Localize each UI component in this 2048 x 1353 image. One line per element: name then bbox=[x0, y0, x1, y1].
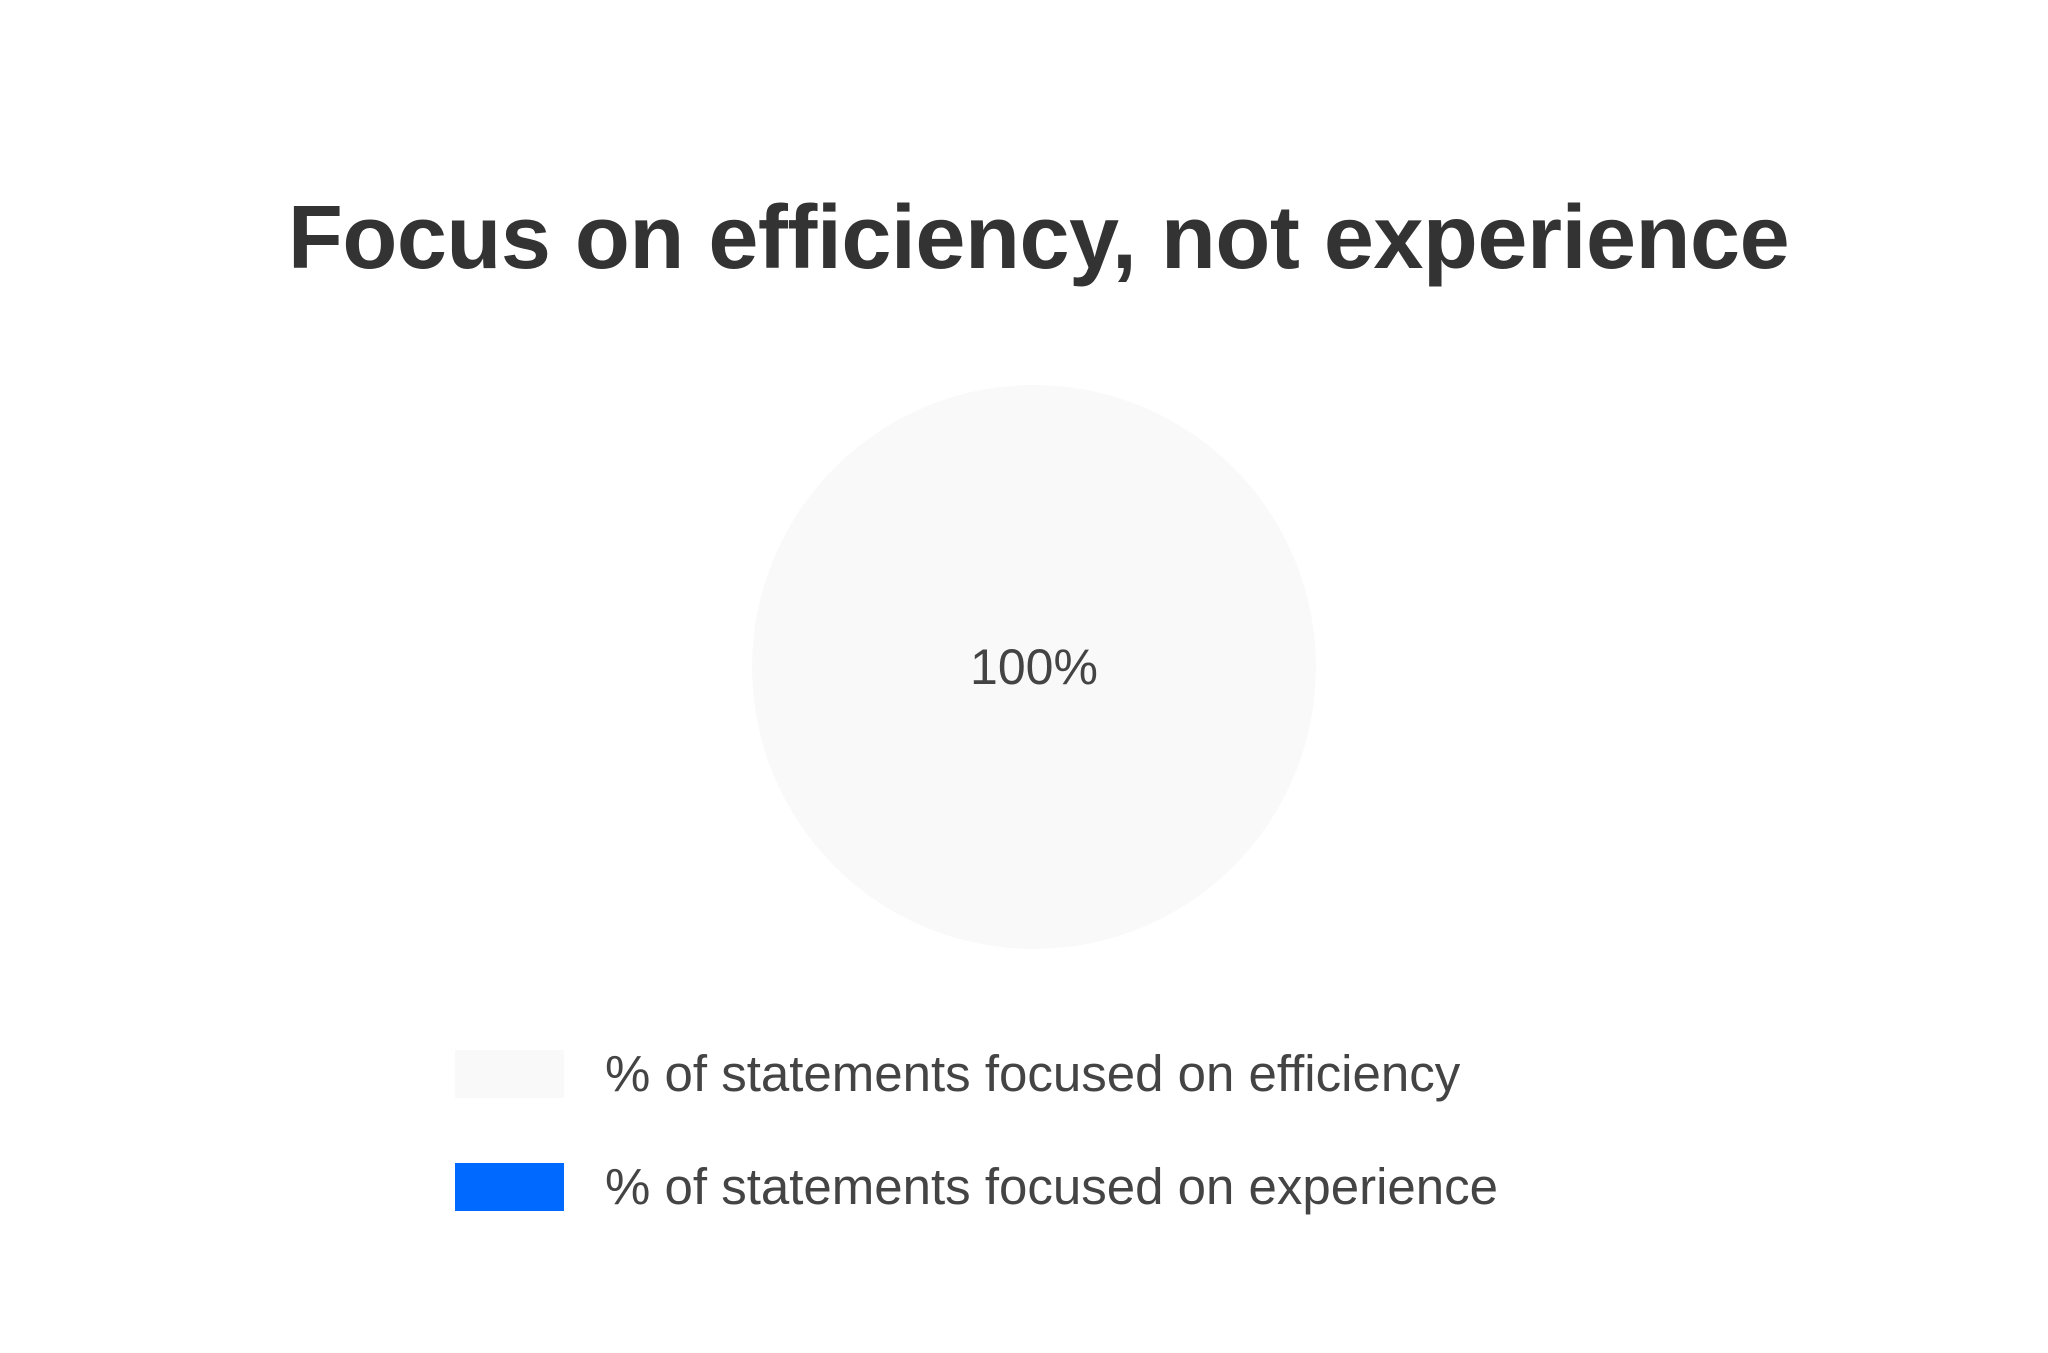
pie-slice-efficiency[interactable] bbox=[752, 385, 1316, 949]
pie-label-efficiency: 100% bbox=[970, 639, 1098, 695]
pie-slices bbox=[752, 385, 1316, 949]
legend-label-experience: % of statements focused on experience bbox=[605, 1158, 1499, 1215]
legend-swatch-experience bbox=[455, 1163, 564, 1211]
pie-labels: 100% bbox=[970, 639, 1098, 695]
legend-label-efficiency: % of statements focused on efficiency bbox=[605, 1045, 1461, 1102]
legend-swatch-efficiency bbox=[455, 1050, 564, 1098]
chart-title: Focus on efficiency, not experience bbox=[287, 188, 1790, 288]
